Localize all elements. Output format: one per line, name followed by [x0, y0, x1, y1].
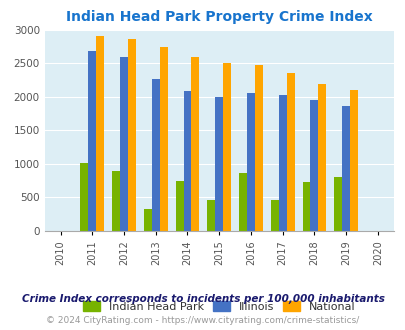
Bar [302, 182, 310, 231]
Bar [223, 63, 230, 231]
Bar [88, 51, 96, 231]
Bar [183, 91, 191, 231]
Bar [349, 90, 357, 231]
Bar [278, 95, 286, 231]
Bar [318, 84, 326, 231]
Bar [333, 177, 341, 231]
Bar [254, 65, 262, 231]
Bar [112, 171, 120, 231]
Bar [310, 100, 318, 231]
Bar [246, 93, 254, 231]
Bar [128, 39, 136, 231]
Title: Indian Head Park Property Crime Index: Indian Head Park Property Crime Index [66, 10, 372, 24]
Bar [270, 200, 278, 231]
Bar [286, 73, 294, 231]
Bar [341, 106, 349, 231]
Bar [143, 209, 151, 231]
Bar [191, 56, 199, 231]
Legend: Indian Head Park, Illinois, National: Indian Head Park, Illinois, National [79, 297, 358, 316]
Bar [159, 47, 167, 231]
Bar [215, 97, 223, 231]
Bar [207, 200, 215, 231]
Text: Crime Index corresponds to incidents per 100,000 inhabitants: Crime Index corresponds to incidents per… [21, 294, 384, 304]
Bar [239, 173, 246, 231]
Text: © 2024 CityRating.com - https://www.cityrating.com/crime-statistics/: © 2024 CityRating.com - https://www.city… [46, 316, 359, 325]
Bar [120, 57, 128, 231]
Bar [151, 79, 159, 231]
Bar [175, 181, 183, 231]
Bar [96, 36, 104, 231]
Bar [80, 163, 88, 231]
